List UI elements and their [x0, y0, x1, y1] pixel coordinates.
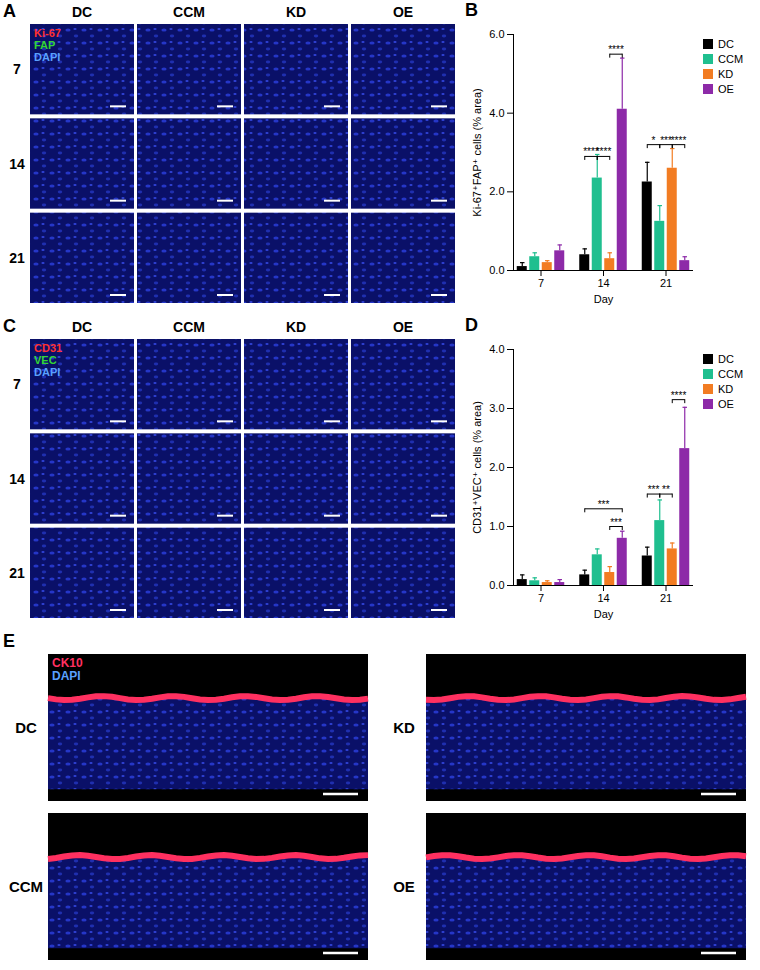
svg-text:7: 7: [13, 376, 21, 392]
svg-text:4.0: 4.0: [489, 343, 504, 355]
svg-text:21: 21: [9, 250, 25, 266]
svg-text:6.0: 6.0: [489, 28, 504, 40]
svg-text:OE: OE: [393, 4, 413, 20]
html-text:CCM: CCM: [718, 52, 744, 65]
svg-text:1.0: 1.0: [489, 520, 504, 532]
svg-text:****: ****: [671, 135, 687, 146]
svg-text:7: 7: [13, 61, 21, 77]
svg-text:DC: DC: [15, 719, 37, 736]
html-text:OE: OE: [718, 82, 734, 95]
svg-text:KD: KD: [393, 719, 415, 736]
html-text:KD: KD: [718, 382, 734, 395]
svg-text:21: 21: [660, 592, 672, 604]
svg-text:C: C: [3, 316, 16, 336]
svg-text:21: 21: [660, 277, 672, 289]
html-text:DC: DC: [718, 37, 734, 50]
svg-text:14: 14: [597, 277, 609, 289]
svg-text:2.0: 2.0: [489, 461, 504, 473]
svg-text:2.0: 2.0: [489, 185, 504, 197]
svg-text:*: *: [652, 135, 656, 146]
svg-text:CCM: CCM: [173, 319, 205, 335]
html-text:DC: DC: [718, 352, 734, 365]
svg-text:DC: DC: [72, 4, 92, 20]
svg-text:E: E: [3, 631, 15, 651]
svg-text:0.0: 0.0: [489, 264, 504, 276]
svg-text:4.0: 4.0: [489, 107, 504, 119]
svg-text:CCM: CCM: [9, 878, 43, 895]
svg-text:7: 7: [538, 592, 544, 604]
svg-text:****: ****: [596, 146, 612, 157]
svg-text:FAP: FAP: [34, 39, 55, 51]
svg-text:Ki-67⁺FAP⁺ cells (% area): Ki-67⁺FAP⁺ cells (% area): [471, 88, 483, 216]
svg-text:CK10: CK10: [52, 656, 83, 670]
svg-text:A: A: [3, 1, 16, 21]
html-text:CCM: CCM: [718, 367, 744, 380]
html-text:D: D: [465, 315, 478, 335]
svg-text:3.0: 3.0: [489, 402, 504, 414]
svg-text:KD: KD: [286, 319, 306, 335]
svg-text:21: 21: [9, 565, 25, 581]
svg-text:DAPI: DAPI: [34, 366, 60, 378]
svg-text:***: ***: [648, 484, 660, 495]
svg-text:14: 14: [597, 592, 609, 604]
svg-text:OE: OE: [393, 319, 413, 335]
svg-text:OE: OE: [393, 878, 415, 895]
svg-text:Day: Day: [594, 608, 614, 620]
svg-text:**: **: [662, 484, 670, 495]
svg-text:CCM: CCM: [173, 4, 205, 20]
html-text:OE: OE: [718, 397, 734, 410]
svg-text:CD31⁺VEC⁺ cells (% area): CD31⁺VEC⁺ cells (% area): [471, 401, 483, 534]
svg-text:Day: Day: [594, 293, 614, 305]
html-text:B: B: [465, 0, 478, 20]
svg-text:DAPI: DAPI: [52, 669, 81, 683]
svg-text:0.0: 0.0: [489, 579, 504, 591]
svg-text:KD: KD: [286, 4, 306, 20]
svg-text:CD31: CD31: [34, 342, 62, 354]
svg-text:****: ****: [671, 390, 687, 401]
svg-text:DC: DC: [72, 319, 92, 335]
svg-text:7: 7: [538, 277, 544, 289]
html-text:KD: KD: [718, 67, 734, 80]
svg-text:VEC: VEC: [34, 354, 57, 366]
svg-text:****: ****: [608, 44, 624, 55]
svg-text:***: ***: [610, 517, 622, 528]
svg-text:***: ***: [598, 499, 610, 510]
svg-text:Ki-67: Ki-67: [34, 27, 61, 39]
svg-text:14: 14: [9, 471, 25, 487]
svg-text:DAPI: DAPI: [34, 51, 60, 63]
svg-text:14: 14: [9, 156, 25, 172]
